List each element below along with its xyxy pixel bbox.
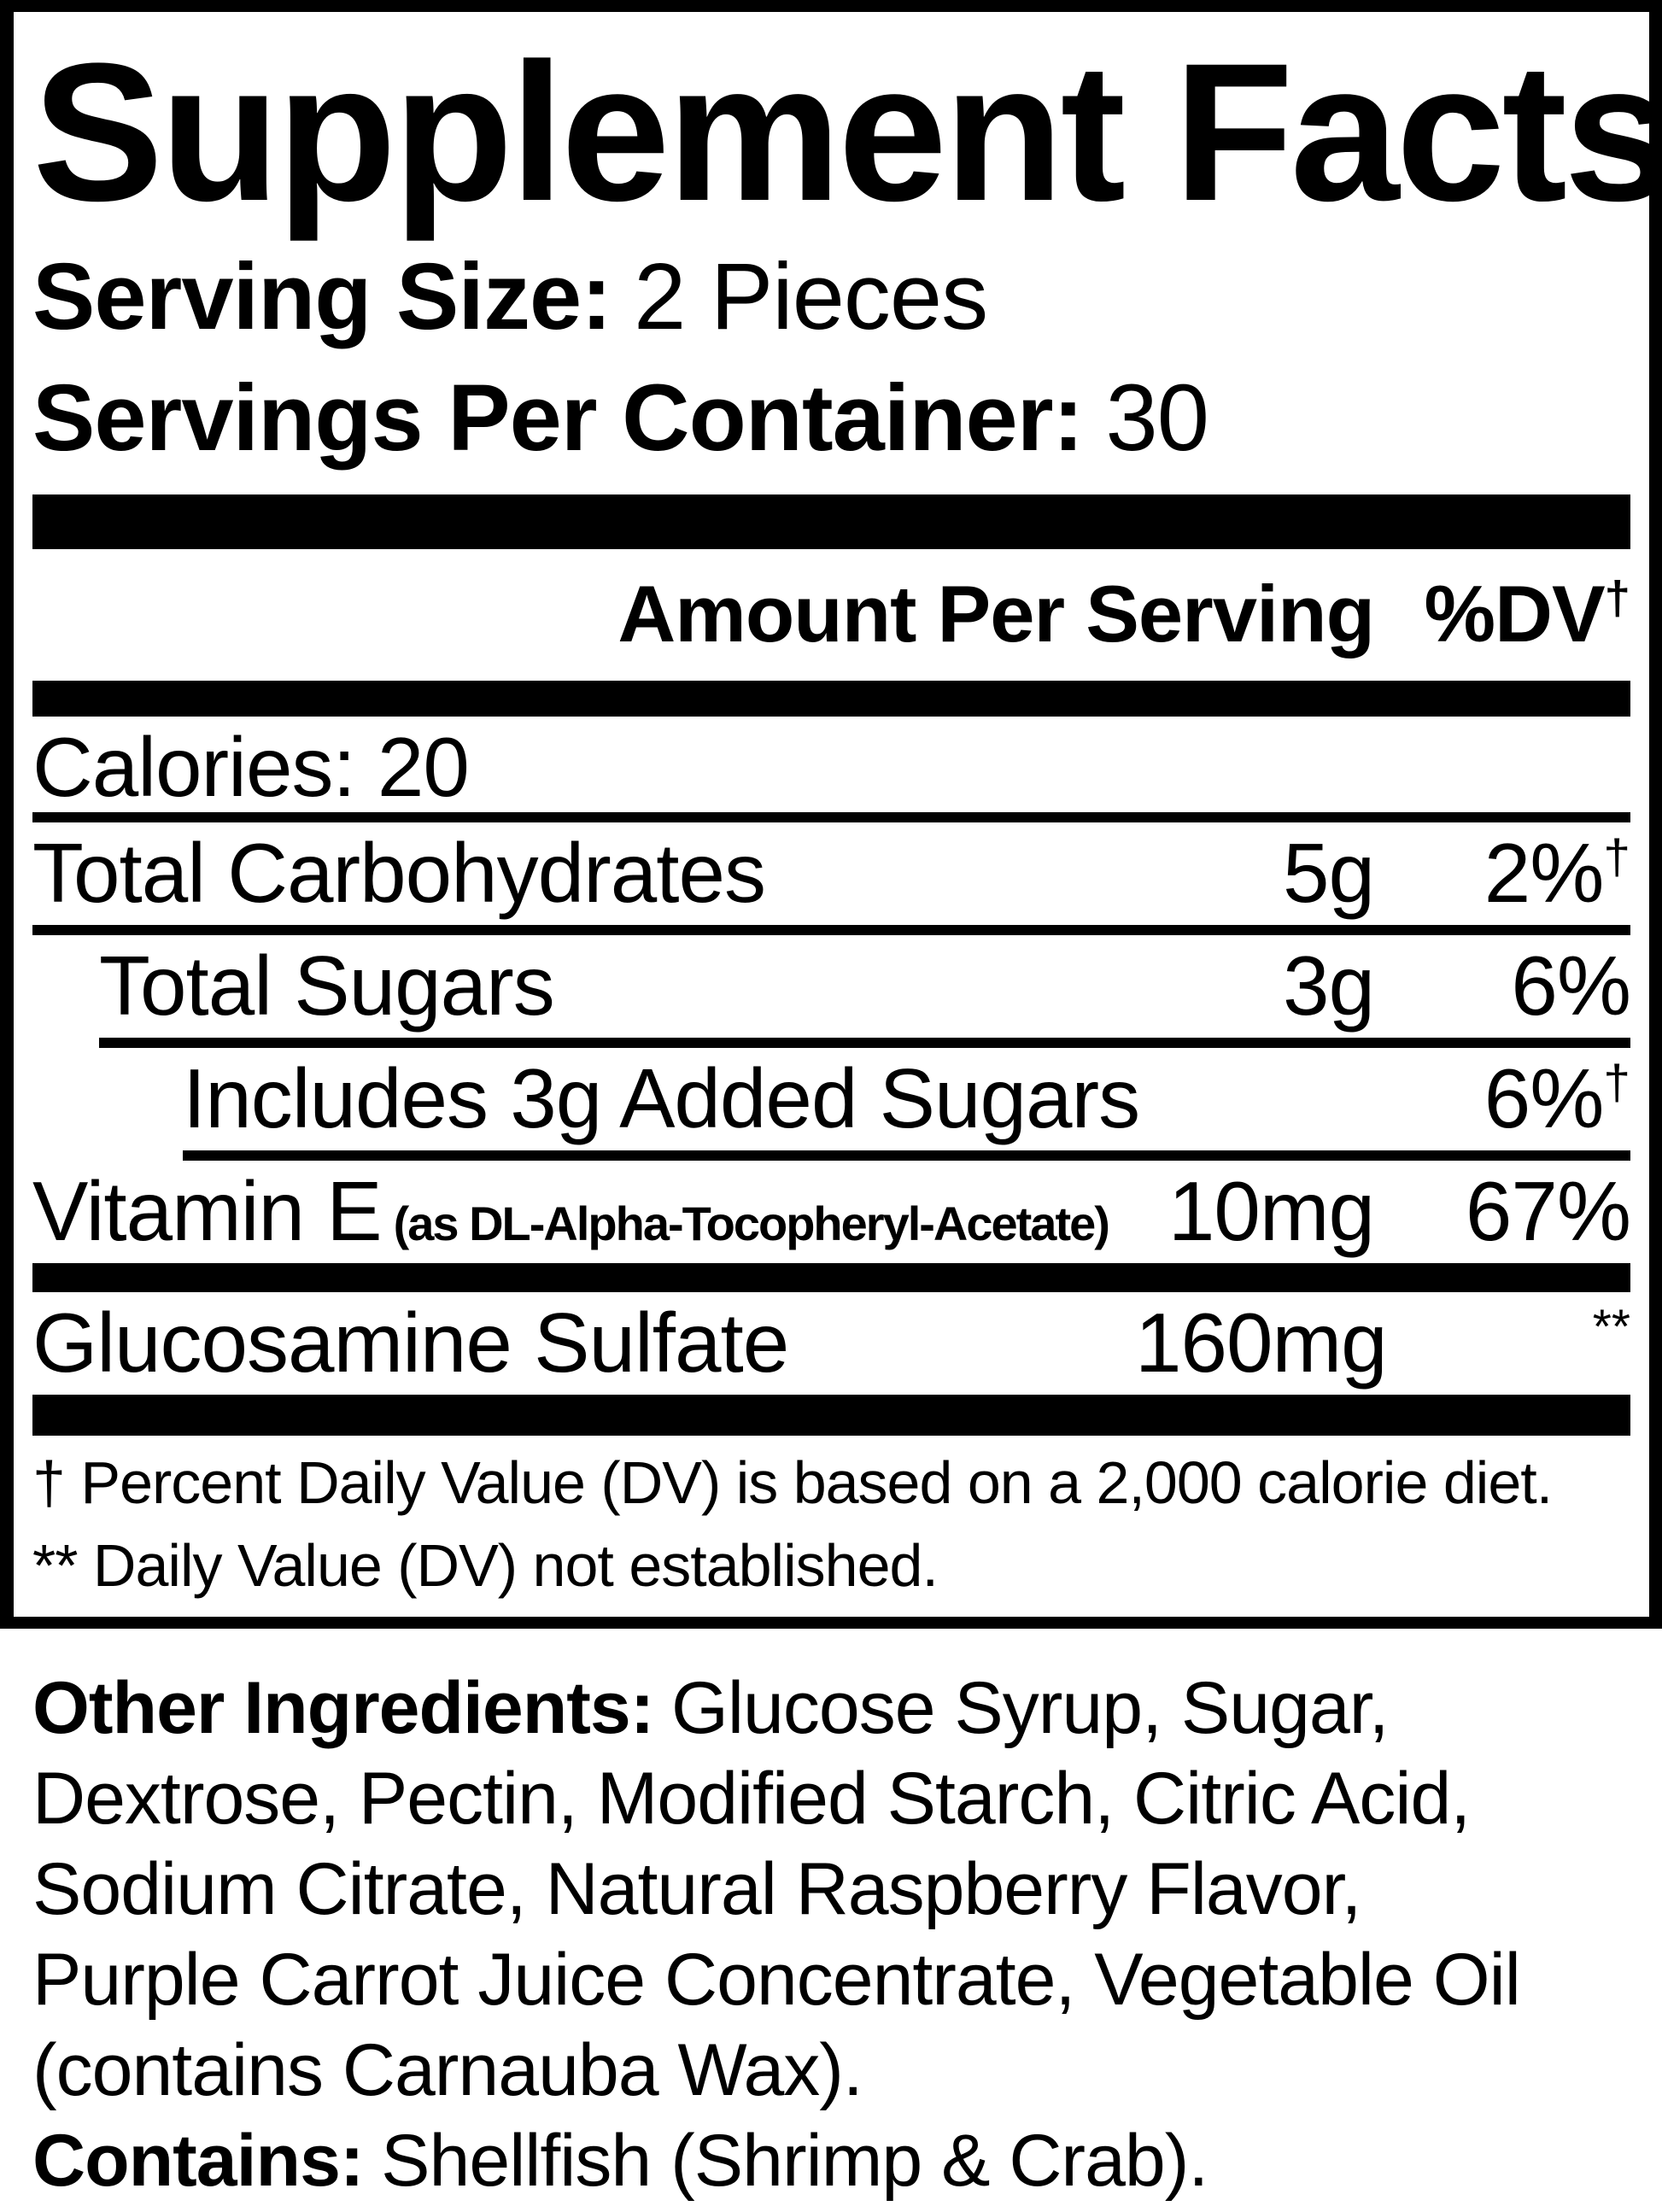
nutrient-dv-text: 2%	[1484, 826, 1605, 921]
contains-value: Shellfish (Shrimp & Crab).	[381, 2119, 1208, 2202]
percent-dv-header-text: %DV	[1424, 569, 1606, 659]
contains-label: Contains:	[32, 2119, 365, 2202]
nutrient-dv: 2%†	[1374, 826, 1630, 921]
servings-per-container-line: Servings Per Container: 30	[32, 364, 1630, 473]
dagger-icon: †	[1604, 571, 1630, 624]
dagger-icon: †	[1603, 1056, 1630, 1110]
other-ingredients-line-2: Dextrose, Pectin, Modified Starch, Citri…	[32, 1757, 1471, 1840]
nutrient-name: Vitamin E (as DL-Alpha-Tocopheryl-Acetate…	[32, 1167, 1135, 1256]
asterisks-icon: **	[1592, 1300, 1630, 1355]
nutrient-dv: 6%	[1374, 939, 1631, 1033]
servings-per-container-value: 30	[1105, 365, 1209, 471]
nutrient-row-added-sugars: Includes 3g Added Sugars 6%†	[32, 1050, 1630, 1145]
supplement-facts-panel: Supplement Facts Serving Size: 2 Pieces S…	[0, 0, 1662, 1629]
serving-size-value: 2 Pieces	[634, 244, 988, 349]
nutrient-row-glucosamine-sulfate: Glucosamine Sulfate 160mg **	[32, 1295, 1630, 1390]
servings-per-container-label: Servings Per Container:	[32, 365, 1084, 471]
other-ingredients-line-5: (contains Carnauba Wax).	[32, 2028, 863, 2111]
column-header-row: Amount Per Serving %DV†	[32, 568, 1630, 660]
other-ingredients-line-3: Sodium Citrate, Natural Raspberry Flavor…	[32, 1847, 1361, 1930]
nutrient-dv-text: 6%	[1511, 939, 1631, 1033]
hairline-divider	[32, 925, 1630, 936]
nutrient-dv-text: 6%	[1484, 1050, 1605, 1145]
thick-separator-bar-top	[32, 494, 1630, 550]
nutrient-dv: 67%	[1374, 1163, 1631, 1258]
nutrient-name: Total Carbohydrates	[32, 826, 766, 921]
calories-row: Calories: 20	[32, 720, 470, 815]
serving-size-line: Serving Size: 2 Pieces	[32, 243, 1630, 352]
contains-line: Contains: Shellfish (Shrimp & Crab).	[32, 2115, 1662, 2206]
other-ingredients-text: Glucose Syrup, Sugar,	[671, 1666, 1389, 1749]
other-ingredients-label: Other Ingredients:	[32, 1666, 654, 1749]
nutrient-name: Total Sugars	[99, 939, 555, 1033]
thick-separator-bar-header	[32, 681, 1630, 717]
other-ingredients-line-4: Purple Carrot Juice Concentrate, Vegetab…	[32, 1938, 1521, 2021]
footnote-not-established: ** Daily Value (DV) not established.	[32, 1531, 939, 1599]
footnote-daily-value: † Percent Daily Value (DV) is based on a…	[32, 1448, 1553, 1516]
nutrient-dv-text: 67%	[1465, 1163, 1631, 1258]
nutrient-row-total-sugars: Total Sugars 3g 6%	[32, 939, 1631, 1033]
nutrient-amount: 10mg	[1167, 1163, 1375, 1258]
nutrient-amount: 3g	[1282, 939, 1375, 1033]
nutrient-amount: 5g	[1282, 826, 1375, 921]
hairline-divider-indent-2	[183, 1150, 1630, 1161]
percent-dv-header: %DV†	[1374, 568, 1631, 660]
thick-separator-bar-mid	[32, 1262, 1630, 1292]
nutrient-dv: **	[1374, 1299, 1630, 1388]
nutrient-name: Includes 3g Added Sugars	[183, 1050, 1140, 1145]
nutrient-name: Glucosamine Sulfate	[32, 1295, 789, 1390]
amount-per-serving-header: Amount Per Serving	[617, 569, 1375, 659]
hairline-divider-indent-1	[99, 1037, 1630, 1048]
nutrient-name-text: Vitamin E	[32, 1163, 383, 1258]
nutrient-name-detail: (as DL-Alpha-Tocopheryl-Acetate)	[393, 1196, 1110, 1250]
hairline-divider	[32, 812, 1630, 823]
serving-size-label: Serving Size:	[32, 244, 612, 349]
nutrient-row-total-carbohydrates: Total Carbohydrates 5g 2%†	[32, 826, 1630, 921]
dagger-icon: †	[1603, 830, 1630, 885]
other-ingredients-line-1: Other Ingredients: Glucose Syrup, Sugar,	[32, 1663, 1662, 1753]
nutrient-row-vitamin-e: Vitamin E (as DL-Alpha-Tocopheryl-Acetate…	[32, 1163, 1631, 1258]
nutrient-dv: 6%†	[1374, 1054, 1630, 1144]
other-ingredients-section: Other Ingredients: Glucose Syrup, Sugar, …	[0, 1629, 1662, 2206]
panel-title: Supplement Facts	[32, 22, 1662, 242]
thick-separator-bar-bottom	[32, 1394, 1630, 1436]
nutrient-amount: 160mg	[1135, 1295, 1388, 1390]
